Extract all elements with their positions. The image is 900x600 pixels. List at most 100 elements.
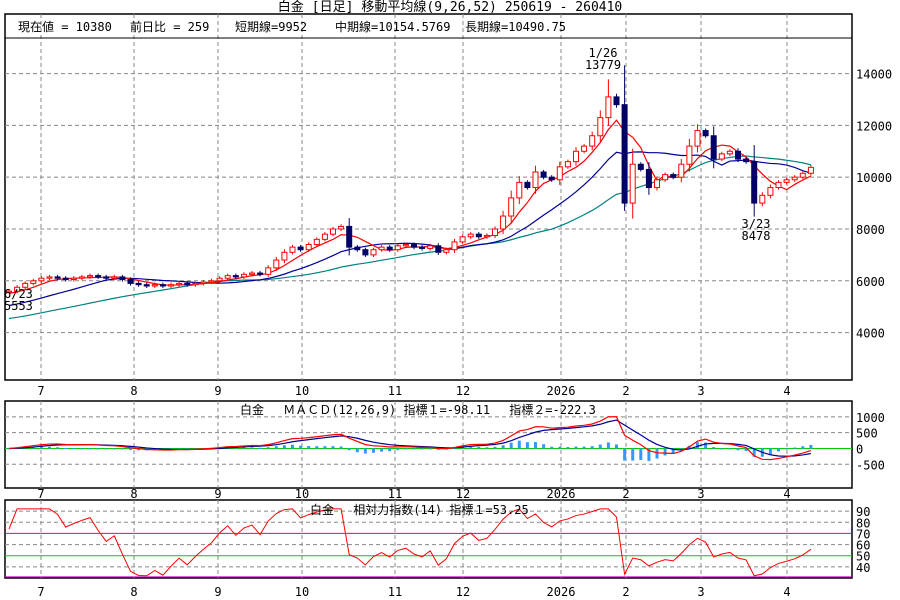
month-label: 8 [130, 585, 137, 599]
candle-up [394, 245, 401, 251]
candle-up [200, 281, 207, 284]
header-short-ma: 短期線=9952 [235, 19, 307, 34]
candle-up [249, 272, 255, 275]
mid-ma-line [8, 151, 812, 307]
month-label: 2 [622, 384, 629, 398]
price-axis-label: 4000 [856, 327, 885, 341]
candle-up [70, 277, 77, 280]
candle-up [678, 163, 685, 178]
macd-histogram-bar [420, 448, 424, 450]
macd-histogram-bar [7, 448, 11, 450]
macd-histogram-bar [56, 447, 60, 449]
annotation-value: 8478 [742, 229, 771, 243]
macd-histogram-bar [372, 448, 375, 453]
macd-label: 白金 ＭＡＣＤ(12,26,9) 指標１=-98.11 指標２=-222.3 [240, 402, 596, 417]
month-label: 3 [697, 585, 704, 599]
macd-histogram-bar [809, 444, 813, 449]
candle-down [297, 246, 304, 251]
macd-histogram-bar [137, 448, 141, 451]
month-label: 10 [295, 487, 309, 501]
macd-histogram-bar [274, 446, 278, 449]
candle-up [378, 246, 385, 251]
macd-histogram-bar [615, 444, 618, 449]
month-label: 2 [622, 585, 629, 599]
rsi-axis-label: 80 [856, 516, 870, 530]
candle-up [224, 275, 231, 279]
rsi-panel [4, 499, 853, 579]
candle-up [305, 244, 312, 251]
macd-signal-line [8, 419, 812, 457]
header-change: 前日比 = 259 [130, 19, 209, 34]
month-label: 7 [37, 487, 44, 501]
macd-histogram-bar [477, 446, 481, 449]
candle-down [548, 176, 555, 181]
month-label: 4 [783, 585, 790, 599]
annotation-value: 5553 [4, 299, 33, 313]
candle-up [240, 273, 247, 278]
candle-up [168, 284, 174, 287]
macd-histogram-bar [590, 446, 594, 449]
month-label: 4 [783, 487, 790, 501]
macd-histogram-bar [801, 446, 805, 449]
candle-up [208, 280, 215, 283]
macd-histogram-bar [72, 448, 76, 450]
candle-down [362, 249, 369, 256]
month-label: 7 [37, 585, 44, 599]
candle-up [370, 249, 377, 256]
macd-histogram-bar [534, 441, 537, 449]
macd-histogram-bar [250, 447, 254, 449]
candle-up [605, 96, 612, 119]
macd-histogram-bar [744, 448, 748, 452]
candle-up [289, 246, 296, 253]
macd-histogram-bar [768, 448, 772, 455]
macd-histogram-bar [558, 446, 562, 449]
macd-histogram-bar [266, 447, 270, 449]
macd-histogram-bar [623, 448, 627, 461]
candle-down [670, 174, 677, 178]
month-label: 3 [697, 384, 704, 398]
candle-up [807, 166, 814, 174]
month-label: 7 [37, 384, 44, 398]
macd-histogram-bar [88, 448, 92, 450]
macd-histogram-bar [48, 446, 51, 449]
macd-histogram-bar [566, 447, 570, 449]
candle-up [313, 238, 320, 246]
macd-histogram-bar [704, 442, 708, 449]
candle-down [159, 284, 166, 287]
candle-up [686, 145, 693, 165]
candle-up [532, 171, 539, 189]
macd-panel [4, 400, 853, 489]
price-axis-label: 10000 [856, 171, 892, 185]
title-instrument: 白金 [277, 0, 304, 15]
annotation-date: 6/23 [4, 287, 33, 301]
rsi-axis-label: 50 [856, 550, 870, 564]
candle-up [492, 228, 498, 236]
candle-down [184, 282, 191, 286]
month-label: 2026 [547, 384, 576, 398]
candle-up [38, 277, 45, 282]
macd-histogram-bar [258, 447, 262, 449]
macd-histogram-bar [525, 442, 529, 449]
month-label: 9 [214, 384, 221, 398]
candle-up [581, 145, 588, 152]
candle-down [710, 135, 717, 160]
candle-down [62, 277, 69, 280]
annotation-date: 1/26 [589, 46, 618, 60]
month-label: 2 [622, 487, 629, 501]
candle-down [103, 276, 110, 279]
macd-histogram-bar [104, 448, 108, 450]
candle-down [354, 246, 361, 251]
macd-histogram-bar [793, 447, 797, 449]
candle-down [127, 278, 134, 284]
month-label: 4 [783, 384, 790, 398]
macd-histogram-bar [501, 445, 505, 449]
month-label: 12 [456, 487, 470, 501]
candle-up [151, 284, 158, 287]
candle-up [629, 163, 636, 204]
candle-up [216, 277, 223, 282]
month-label: 11 [388, 487, 402, 501]
macd-histogram-bar [469, 446, 473, 449]
candle-up [783, 179, 790, 183]
candle-down [637, 163, 644, 170]
candle-down [419, 246, 426, 249]
